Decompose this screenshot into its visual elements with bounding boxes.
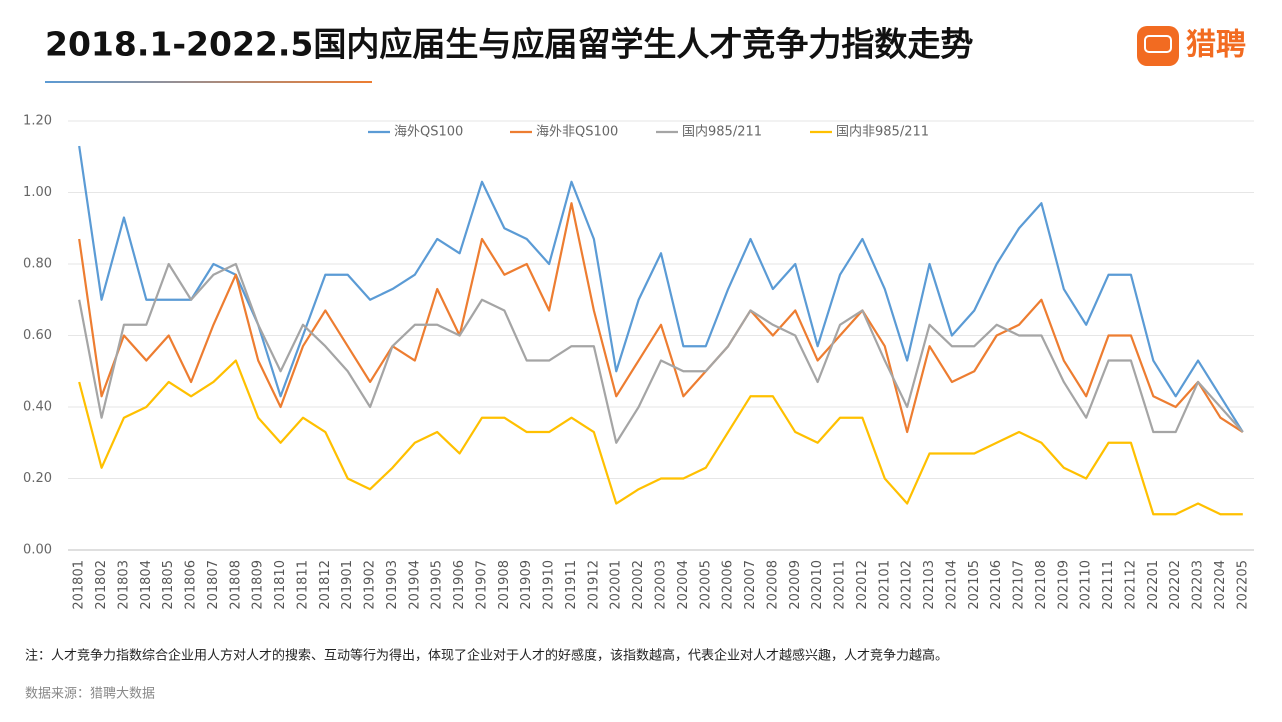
x-tick-label: 202107 bbox=[1012, 560, 1027, 610]
y-tick-label: 0.40 bbox=[23, 400, 52, 415]
x-tick-label: 201806 bbox=[184, 560, 199, 610]
series-line bbox=[78, 262, 1244, 444]
x-tick-label: 202103 bbox=[922, 560, 937, 610]
x-tick-label: 201809 bbox=[251, 560, 266, 610]
x-tick-label: 202104 bbox=[944, 560, 959, 610]
x-tick-label: 201902 bbox=[363, 560, 378, 610]
x-tick-label: 202011 bbox=[833, 560, 848, 610]
y-tick-label: 0.80 bbox=[23, 257, 52, 272]
y-tick-label: 0.00 bbox=[23, 543, 52, 558]
legend-label: 国内非985/211 bbox=[836, 124, 929, 140]
x-tick-label: 201810 bbox=[273, 560, 288, 610]
x-tick-label: 202201 bbox=[1146, 560, 1161, 610]
x-tick-label: 202001 bbox=[609, 560, 624, 610]
brand-icon bbox=[1137, 26, 1179, 66]
note: 注：人才竞争力指数综合企业用人方对人才的搜索、互动等行为得出，体现了企业对于人才… bbox=[25, 648, 948, 664]
x-tick-label: 202204 bbox=[1213, 560, 1228, 610]
x-tick-label: 201811 bbox=[295, 560, 310, 610]
x-tick-label: 202002 bbox=[631, 560, 646, 610]
brand-name: 猎聘 bbox=[1186, 28, 1246, 63]
x-tick-label: 201911 bbox=[564, 560, 579, 610]
chart-title: 2018.1-2022.5国内应届生与应届留学生人才竞争力指数走势 bbox=[45, 25, 973, 64]
x-tick-label: 201907 bbox=[474, 560, 489, 610]
x-tick-label: 202010 bbox=[810, 560, 825, 610]
brand-icon-bubble bbox=[1144, 35, 1172, 53]
x-tick-label: 202105 bbox=[967, 560, 982, 610]
x-tick-label: 201804 bbox=[139, 560, 154, 610]
y-tick-label: 1.00 bbox=[23, 185, 52, 200]
x-tick-label: 201908 bbox=[497, 560, 512, 610]
x-tick-label: 201808 bbox=[228, 560, 243, 610]
x-tick-label: 202007 bbox=[743, 560, 758, 610]
x-tick-label: 202009 bbox=[788, 560, 803, 610]
x-tick-label: 202006 bbox=[721, 560, 736, 610]
x-tick-label: 202109 bbox=[1056, 560, 1071, 610]
x-tick-label: 202108 bbox=[1034, 560, 1049, 610]
x-tick-label: 202203 bbox=[1191, 560, 1206, 610]
legend-label: 国内985/211 bbox=[682, 124, 762, 140]
source: 数据来源：猎聘大数据 bbox=[25, 687, 155, 702]
x-tick-label: 201912 bbox=[586, 560, 601, 610]
x-tick-label: 201805 bbox=[161, 560, 176, 610]
x-tick-label: 202012 bbox=[855, 560, 870, 610]
y-tick-label: 1.20 bbox=[23, 114, 52, 129]
x-tick-label: 201801 bbox=[72, 560, 87, 610]
x-tick-label: 201807 bbox=[206, 560, 221, 610]
x-tick-label: 202202 bbox=[1168, 560, 1183, 610]
x-tick-label: 201802 bbox=[94, 560, 109, 610]
y-tick-label: 0.20 bbox=[23, 471, 52, 486]
x-tick-label: 202111 bbox=[1101, 560, 1116, 610]
x-tick-label: 202004 bbox=[676, 560, 691, 610]
x-tick-label: 201803 bbox=[116, 560, 131, 610]
x-tick-label: 202102 bbox=[900, 560, 915, 610]
x-tick-label: 201812 bbox=[318, 560, 333, 610]
legend-label: 海外非QS100 bbox=[536, 125, 618, 140]
x-tick-label: 202008 bbox=[765, 560, 780, 610]
x-tick-label: 202106 bbox=[989, 560, 1004, 610]
series-line bbox=[78, 359, 1243, 516]
x-tick-label: 202110 bbox=[1079, 560, 1094, 610]
x-tick-label: 201910 bbox=[542, 560, 557, 610]
x-tick-label: 202205 bbox=[1235, 560, 1250, 610]
x-tick-label: 201906 bbox=[452, 560, 467, 610]
legend-label: 海外QS100 bbox=[394, 125, 463, 140]
x-tick-label: 201905 bbox=[430, 560, 445, 610]
x-tick-label: 201903 bbox=[385, 560, 400, 610]
x-tick-label: 202003 bbox=[654, 560, 669, 610]
x-tick-label: 202112 bbox=[1123, 560, 1138, 610]
x-tick-label: 201909 bbox=[519, 560, 534, 610]
series-line bbox=[78, 202, 1244, 434]
y-tick-label: 0.60 bbox=[23, 328, 52, 343]
x-tick-label: 201904 bbox=[407, 560, 422, 610]
x-tick-label: 202005 bbox=[698, 560, 713, 610]
x-tick-label: 201901 bbox=[340, 560, 355, 610]
title-underline bbox=[45, 81, 372, 83]
series-line bbox=[78, 145, 1244, 433]
x-tick-label: 202101 bbox=[877, 560, 892, 610]
